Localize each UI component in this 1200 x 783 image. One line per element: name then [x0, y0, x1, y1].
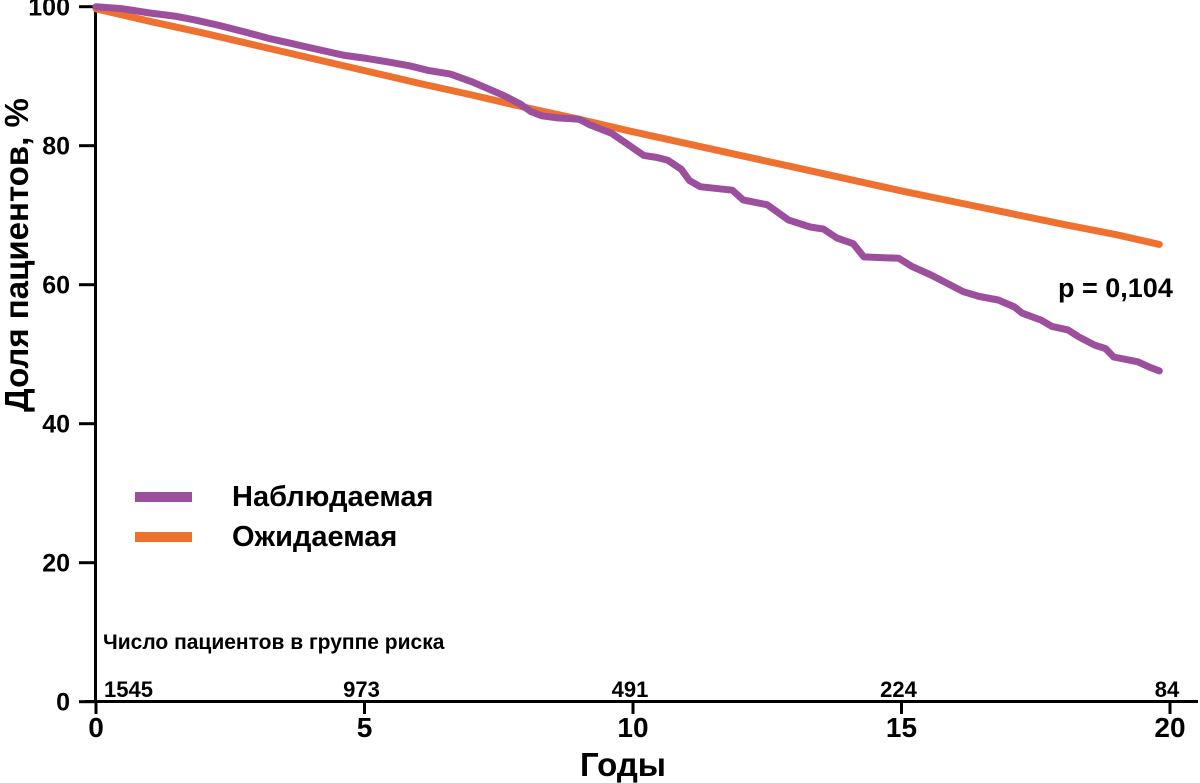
y-tick-label: 60	[42, 272, 70, 300]
risk-count: 491	[612, 677, 649, 702]
x-axis-title: Годы	[580, 746, 666, 783]
x-tick-label: 10	[617, 712, 648, 743]
y-axis-title: Доля пациентов, %	[0, 98, 35, 412]
risk-count: 1545	[104, 677, 153, 702]
legend: Наблюдаемая Ожидаемая	[135, 477, 433, 557]
legend-label-observed: Наблюдаемая	[232, 481, 434, 513]
y-tick-label: 20	[42, 550, 70, 578]
legend-label-expected: Ожидаемая	[232, 521, 398, 553]
risk-count: 973	[343, 677, 380, 702]
expected-curve	[92, 5, 1163, 248]
observed-line-swatch	[135, 492, 192, 502]
y-tick-label: 0	[56, 689, 70, 717]
x-tick-labels: 0 5 10 15 20	[88, 712, 1185, 743]
risk-count: 84	[1155, 677, 1180, 702]
legend-item-observed: Наблюдаемая	[135, 477, 433, 517]
x-tick-label: 15	[886, 712, 917, 743]
risk-count: 224	[880, 677, 917, 702]
x-tick-label: 5	[357, 712, 373, 743]
y-tick-label: 100	[28, 0, 70, 22]
p-value-label: p = 0,104	[1058, 273, 1173, 303]
y-tick-label: 80	[42, 133, 70, 161]
legend-item-expected: Ожидаемая	[135, 517, 433, 557]
y-tick-label: 40	[42, 411, 70, 439]
observed-curve	[92, 3, 1163, 375]
y-tick-labels: 0 20 40 60 80 100	[28, 0, 70, 717]
risk-table-title: Число пациентов в группе риска	[103, 631, 445, 654]
x-tick-label: 20	[1154, 712, 1185, 743]
axes	[79, 4, 1198, 714]
x-tick-label: 0	[88, 712, 104, 743]
risk-counts: 1545 973 491 224 84	[104, 677, 1180, 702]
expected-line-swatch	[135, 532, 192, 542]
